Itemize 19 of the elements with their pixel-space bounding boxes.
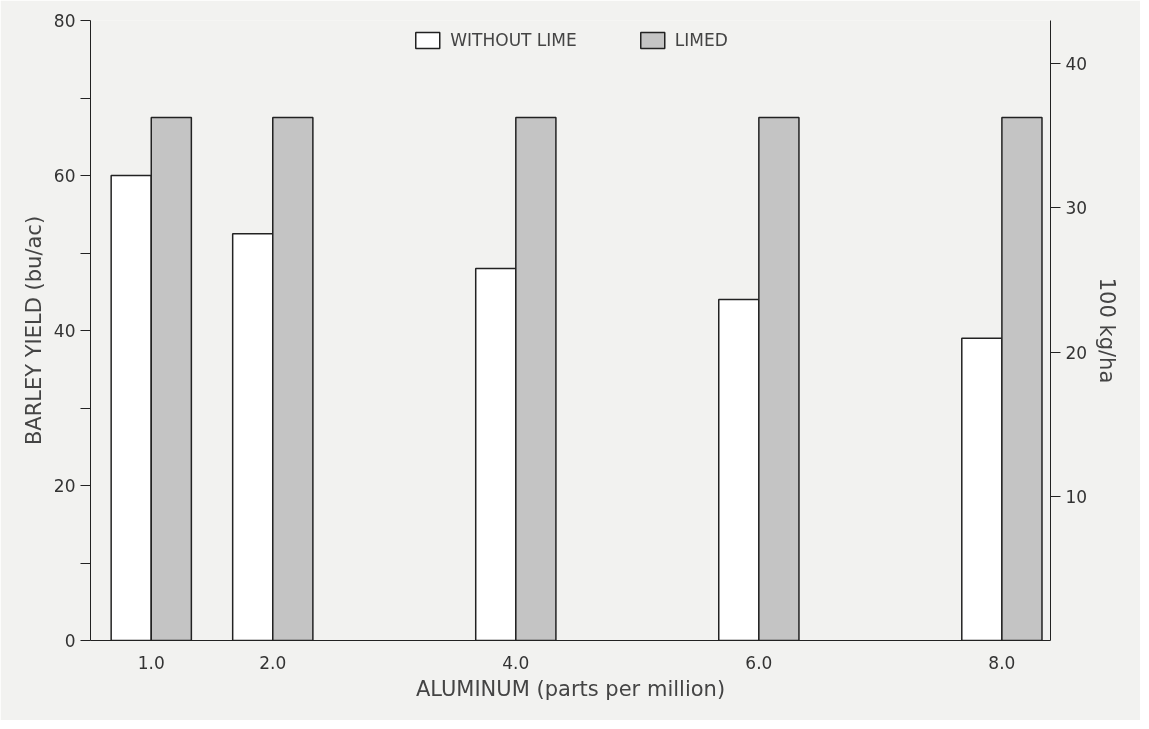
y-tick-label: 20	[53, 476, 76, 496]
y-tick-label: 80	[53, 11, 76, 31]
y2-axis-title: 100 kg/ha	[1095, 277, 1120, 384]
y-tick-label: 60	[53, 166, 76, 186]
x-axis-title: ALUMINUM (parts per million)	[415, 676, 726, 701]
legend-label: WITHOUT LIME	[450, 30, 577, 50]
x-tick-label: 2.0	[259, 652, 287, 673]
y2-tick-label: 30	[1065, 198, 1088, 219]
legend-label: LIMED	[674, 30, 728, 50]
y-axis-title: BARLEY YIELD (bu/ac)	[21, 215, 46, 446]
y2-tick-label: 10	[1065, 486, 1088, 507]
x-tick-label: 6.0	[745, 652, 773, 673]
y2-tick-label: 40	[1065, 54, 1088, 75]
x-tick-label: 8.0	[988, 652, 1016, 673]
y-tick-label: 0	[64, 631, 76, 651]
x-tick-label: 1.0	[137, 652, 165, 673]
x-tick-label: 4.0	[502, 652, 530, 673]
y-tick-label: 40	[53, 321, 76, 341]
y2-tick-label: 20	[1065, 342, 1088, 363]
